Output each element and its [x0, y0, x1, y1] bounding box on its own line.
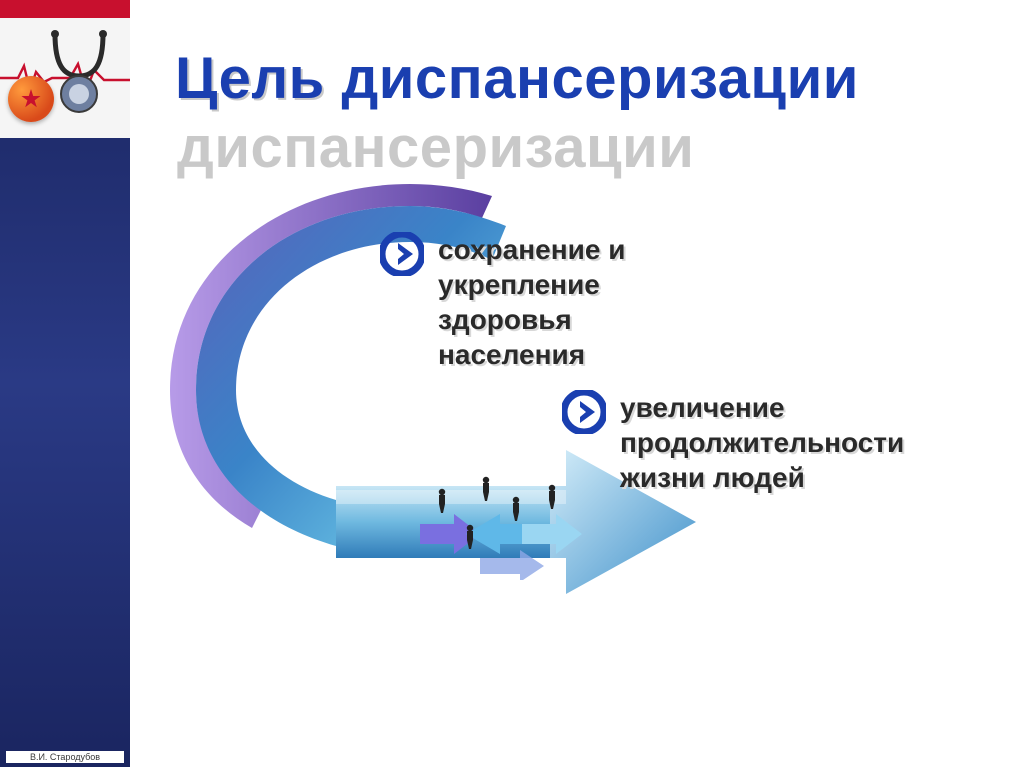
sidebar — [0, 0, 130, 767]
medal-icon — [8, 76, 54, 122]
bullet-text: сохранение и укрепление здоровья населен… — [438, 232, 680, 372]
bullet-1: сохранение и укрепление здоровья населен… — [380, 232, 680, 372]
page-title: Цель диспансеризации Цель диспансеризаци… — [175, 45, 859, 112]
page-title-text: Цель диспансеризации — [175, 46, 859, 111]
slide: Цель диспансеризации Цель диспансеризаци… — [0, 0, 1024, 767]
bullet-text: увеличение продолжительности жизни людей — [620, 390, 982, 495]
arrow-circle-icon — [562, 390, 606, 434]
arrow-circle-icon — [380, 232, 424, 276]
sidebar-red-stripe — [0, 0, 130, 18]
stethoscope-icon — [45, 28, 115, 118]
footer-author: В.И. Стародубов — [6, 751, 124, 763]
logo-box — [0, 18, 130, 138]
bullet-2: увеличение продолжительности жизни людей — [562, 390, 982, 495]
